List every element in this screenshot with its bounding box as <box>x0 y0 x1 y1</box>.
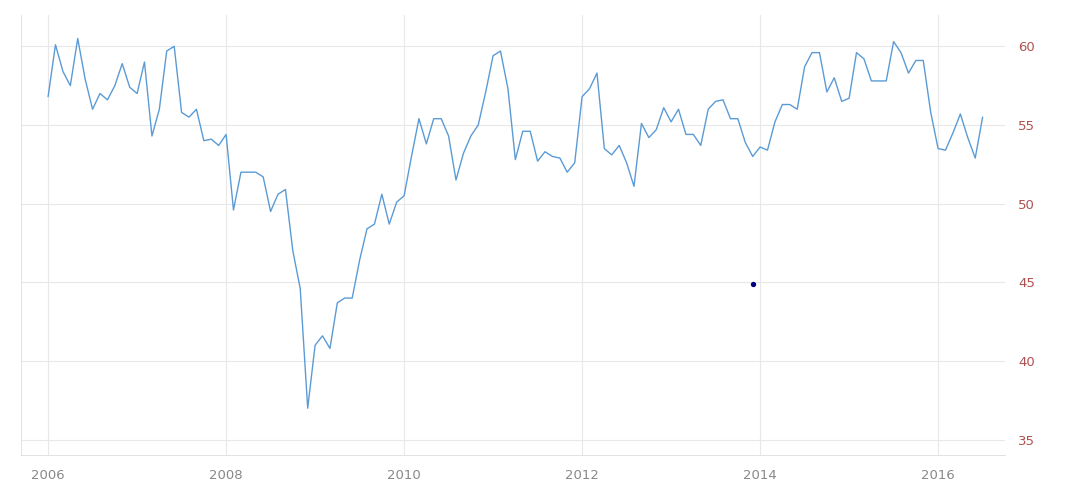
Point <box>744 280 761 288</box>
